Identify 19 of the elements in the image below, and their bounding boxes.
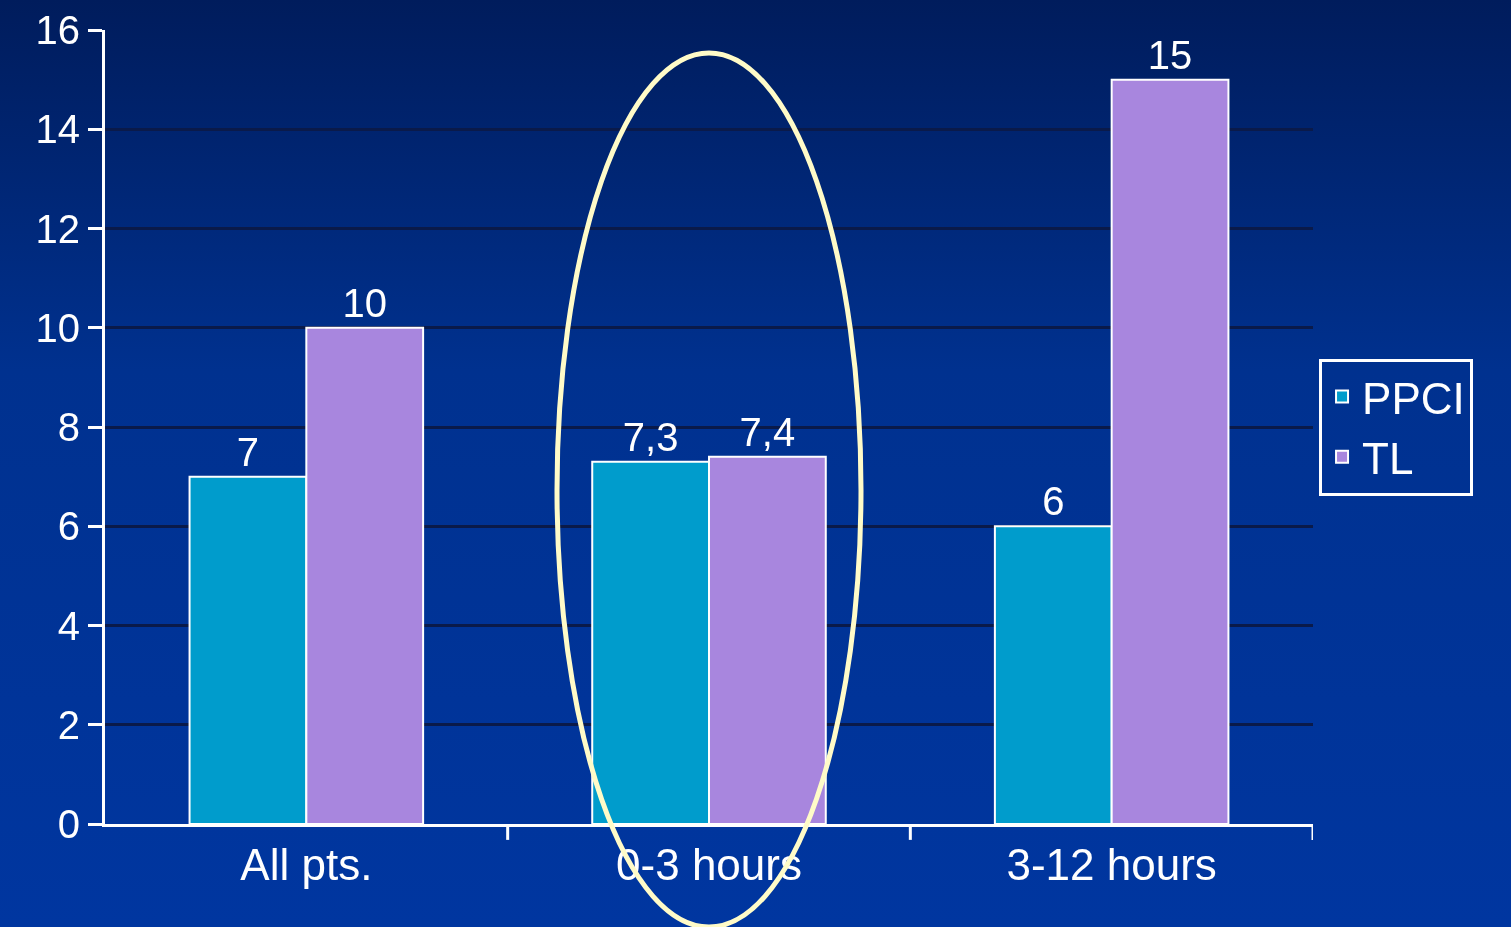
- y-tick-label: 2: [57, 702, 80, 747]
- x-tick-label: 3-12 hours: [1006, 839, 1217, 889]
- legend-label: TL: [1362, 433, 1414, 483]
- data-label: 6: [1042, 479, 1065, 524]
- data-label: 7,4: [739, 409, 796, 454]
- y-tick-label: 16: [35, 8, 80, 52]
- y-tick-label: 10: [35, 305, 80, 350]
- y-tick-label: 4: [57, 603, 80, 648]
- data-label: 7: [236, 429, 260, 474]
- data-label: 15: [1147, 32, 1193, 77]
- data-label: 10: [342, 280, 387, 325]
- y-tick-label: 8: [57, 405, 80, 449]
- y-tick-label: 6: [57, 504, 80, 549]
- x-tick-label: All pts.: [240, 839, 373, 889]
- y-tick-label: 12: [35, 206, 80, 251]
- legend-label: PPCI: [1362, 373, 1465, 423]
- y-tick-label: 14: [35, 107, 80, 152]
- data-label: 7,3: [622, 414, 679, 459]
- y-tick-label: 0: [57, 802, 80, 846]
